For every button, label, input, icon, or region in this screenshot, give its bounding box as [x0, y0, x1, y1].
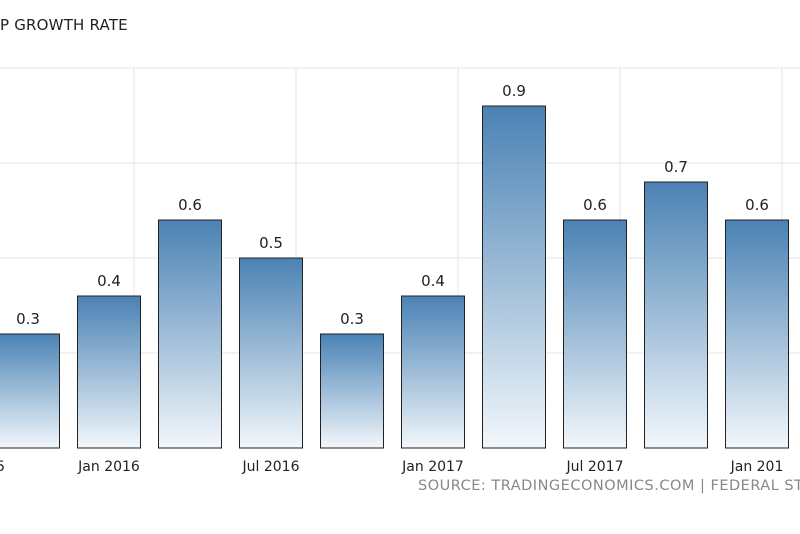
bar-apr-2017[interactable]	[482, 105, 546, 449]
bars	[0, 105, 789, 449]
bar-jan-2018[interactable]	[725, 219, 789, 449]
bar-jul-2016[interactable]	[239, 257, 303, 449]
value-label: 0.7	[664, 158, 688, 176]
bar-oct-2015[interactable]	[0, 333, 60, 449]
x-tick-label: Jan 2017	[401, 459, 464, 475]
value-label: 0.4	[421, 272, 445, 290]
x-tick-label: Jan 201	[730, 459, 784, 475]
chart-title: P GROWTH RATE	[0, 16, 128, 34]
x-axis-ticks: 5 Jan 2016 Jul 2016 Jan 2017 Jul 2017 Jan 201	[0, 459, 783, 475]
value-label: 0.6	[178, 196, 202, 214]
value-label: 0.6	[745, 196, 769, 214]
bar-oct-2017[interactable]	[644, 181, 708, 449]
value-label: 0.9	[502, 82, 526, 100]
x-tick-label: Jul 2017	[566, 459, 624, 475]
source-note: SOURCE: TRADINGECONOMICS.COM | FEDERAL S…	[418, 478, 800, 494]
value-label: 0.6	[583, 196, 607, 214]
x-tick-label: Jan 2016	[77, 459, 140, 475]
bar-jul-2017[interactable]	[563, 219, 627, 449]
x-tick-label: 5	[0, 459, 5, 475]
value-label: 0.3	[16, 310, 40, 328]
bar-apr-2016[interactable]	[158, 219, 222, 449]
x-tick-label: Jul 2016	[242, 459, 300, 475]
bar-jan-2017[interactable]	[401, 295, 465, 449]
value-label: 0.3	[340, 310, 364, 328]
bar-oct-2016[interactable]	[320, 333, 384, 449]
value-label: 0.4	[97, 272, 121, 290]
value-labels: 0.3 0.4 0.6 0.5 0.3 0.4 0.9 0.6 0.7 0.6	[16, 82, 769, 328]
value-label: 0.5	[259, 234, 283, 252]
bar-jan-2016[interactable]	[77, 295, 141, 449]
